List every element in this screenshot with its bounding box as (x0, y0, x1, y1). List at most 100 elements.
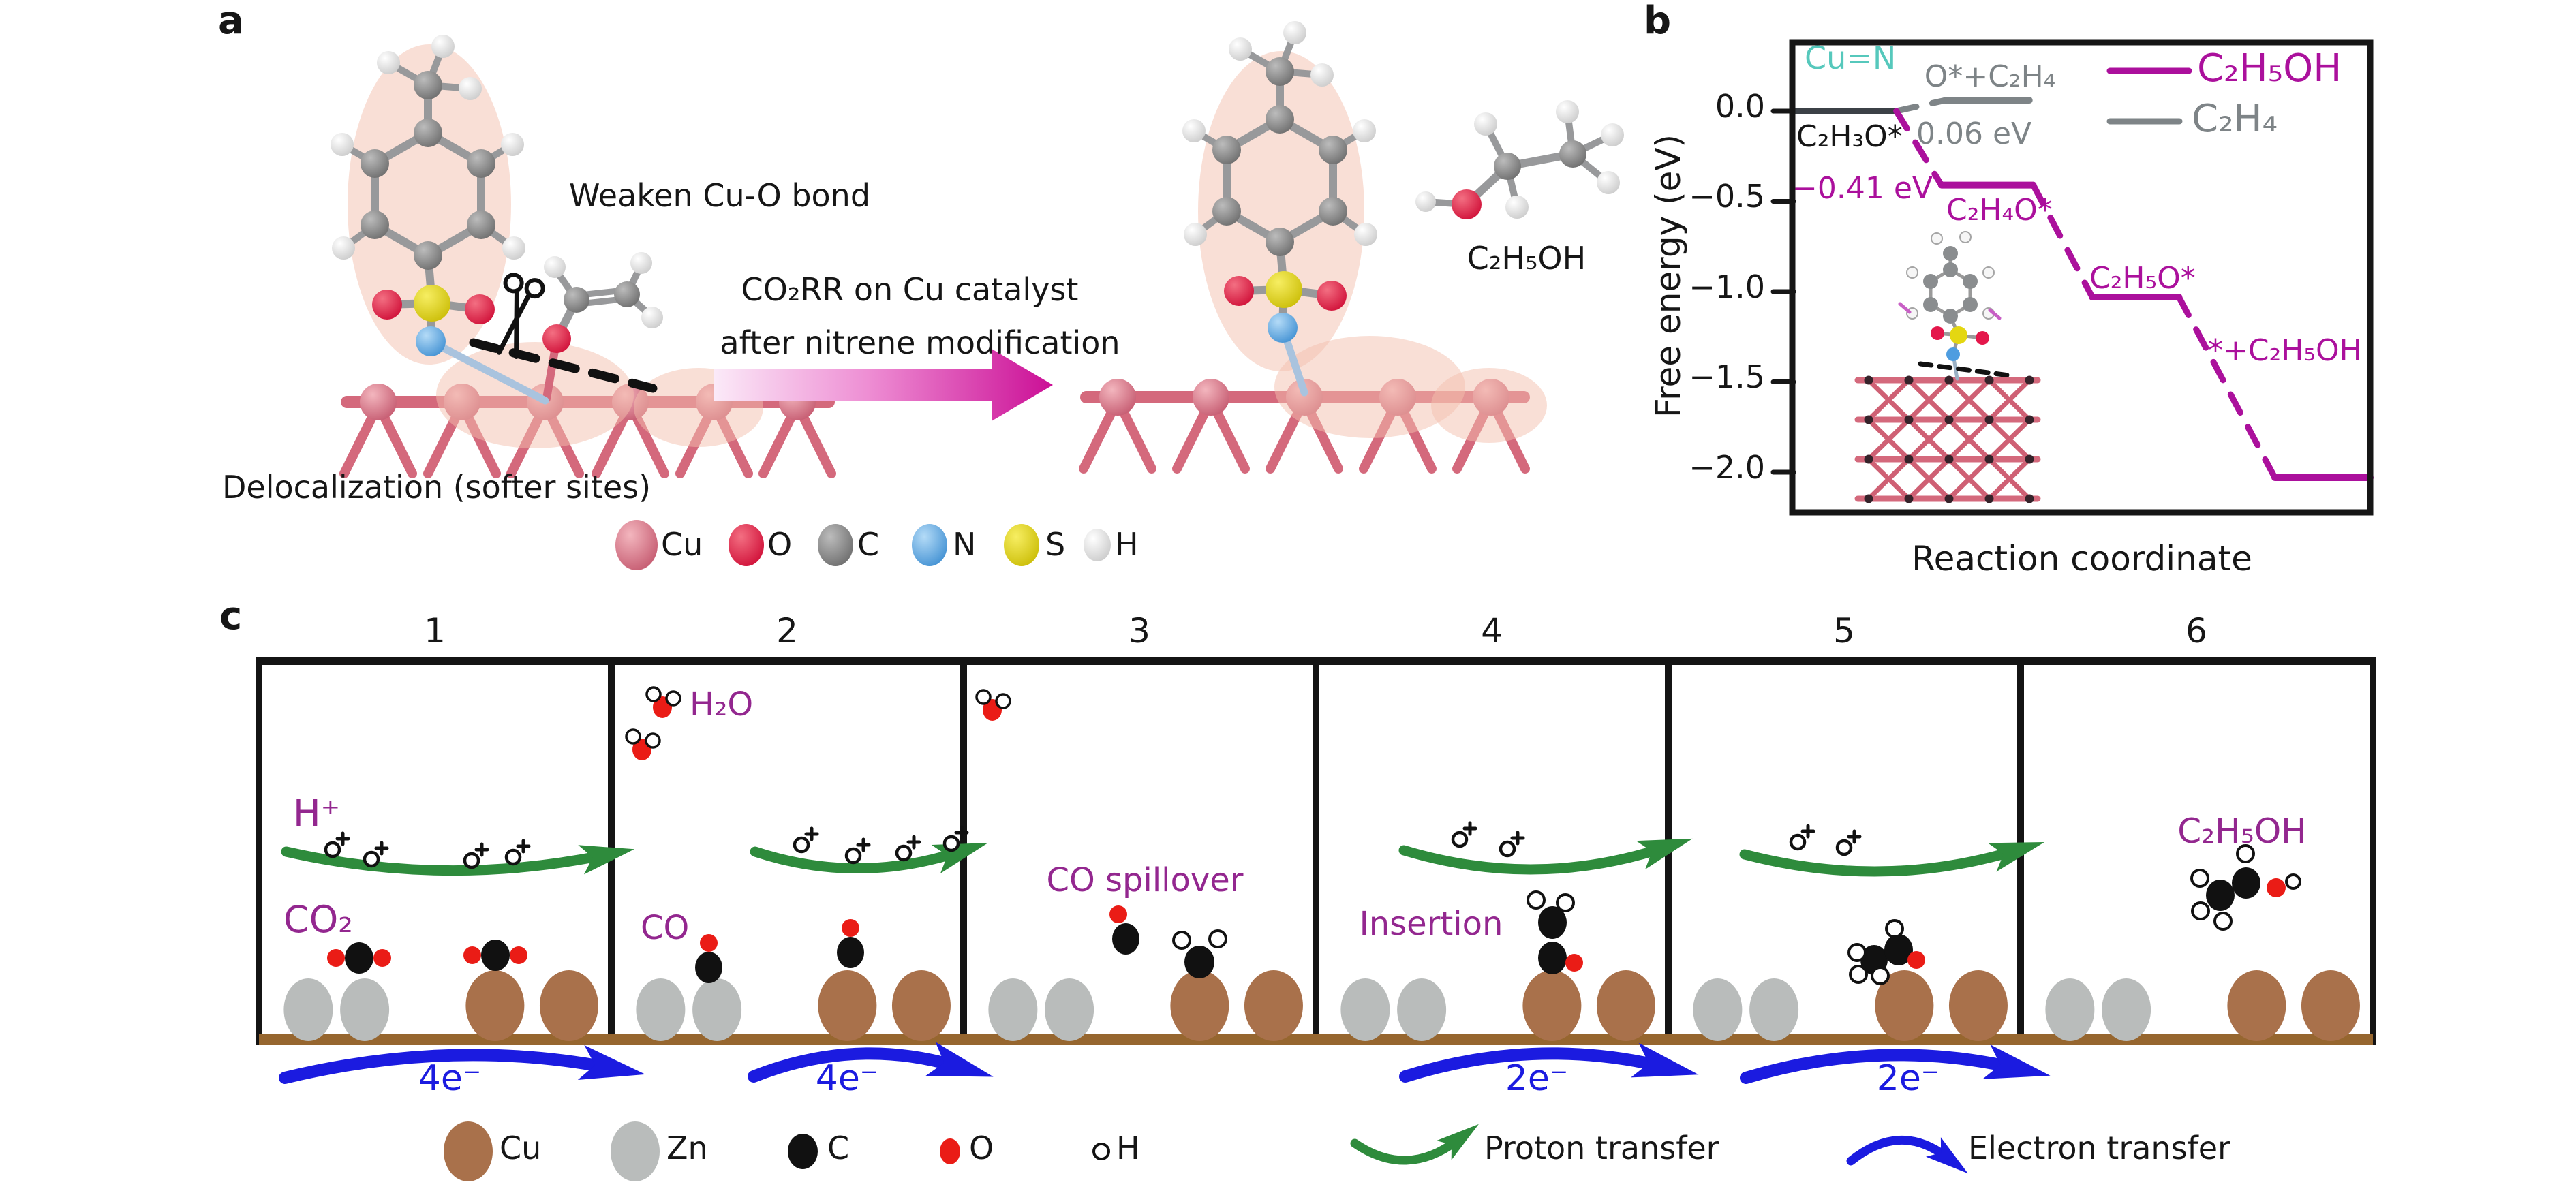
panel-a-illustration (331, 21, 1624, 570)
level-label-c2h4o: C₂H₄O* (1946, 193, 2053, 228)
proton-label: H⁺ (293, 792, 341, 835)
proton (942, 825, 969, 852)
electron-transfer-arrow-3 (1399, 1042, 1699, 1083)
catalyst-ground (259, 1034, 2373, 1045)
delocalization-text: Delocalization (softer sites) (222, 469, 651, 506)
co2-molecule (463, 940, 527, 971)
y-tick-2: −1.0 (1689, 268, 1765, 305)
electron-transfer-legend-arrow (1846, 1135, 1968, 1174)
cu-n-annotation: Cu=N (1805, 40, 1897, 76)
water-molecule (645, 686, 681, 718)
proton (1499, 831, 1525, 858)
energy-006: 0.06 eV (1916, 117, 2032, 151)
step-number-1: 1 (424, 611, 446, 651)
insertion-label: Insertion (1359, 905, 1503, 943)
plot-inset-molecule-on-slab (1854, 231, 2041, 503)
water-molecule (625, 728, 661, 760)
co-molecule (837, 919, 864, 968)
level-label-final: *+C₂H₅OH (2208, 333, 2362, 368)
proton-transfer-arrow-5 (1739, 842, 2044, 877)
y-tick-3: −1.5 (1689, 358, 1765, 395)
h2o-label: H₂O (690, 685, 754, 724)
insertion-species (1527, 890, 1583, 974)
legend-c-h: H (1116, 1130, 1140, 1166)
step-number-5: 5 (1833, 611, 1855, 651)
energy-041: −0.41 eV (1792, 171, 1933, 206)
legend-a-c: C (857, 526, 880, 563)
scissors-icon (496, 273, 545, 360)
ethanol-label-a: C₂H₅OH (1467, 240, 1586, 277)
x-axis-label: Reaction coordinate (1912, 539, 2252, 578)
electron-label-4: 2e⁻ (1876, 1058, 1940, 1099)
level-label-c2h5o: C₂H₅O* (2089, 261, 2196, 296)
y-tick-1: −0.5 (1689, 178, 1765, 215)
legend-c-c: C (827, 1130, 850, 1166)
electron-transfer-arrow-4 (1740, 1044, 2051, 1084)
electron-transfer-label: Electron transfer (1968, 1130, 2230, 1166)
proton-transfer-arrow-2 (750, 843, 988, 873)
adsorbed-c2-species (1847, 919, 1925, 985)
co-molecule (1109, 905, 1139, 955)
proton (463, 842, 489, 869)
atom-legend-a-balls (615, 520, 1111, 570)
level-label-c2h3o: C₂H₃O* (1796, 119, 1903, 154)
step-number-2: 2 (776, 611, 798, 651)
atom-legend-c-balls (444, 1121, 1110, 1181)
proton-transfer-legend-arrow (1350, 1124, 1479, 1165)
legend-a-h: H (1115, 526, 1139, 563)
proton (1789, 824, 1815, 851)
co-molecule (695, 934, 722, 983)
legend-b-ethanol: C₂H₅OH (2197, 46, 2342, 91)
electron-transfer-arrow-1 (279, 1044, 645, 1084)
proton (324, 831, 350, 858)
proton (504, 839, 531, 866)
nitrene-molecule-right (1182, 21, 1377, 397)
legend-b-ethylene: C₂H₄ (2192, 97, 2278, 141)
step-number-6: 6 (2186, 611, 2207, 651)
nitrene-molecule-left (331, 35, 549, 405)
proton-transfer-arrow-4 (1398, 838, 1693, 875)
step-number-3: 3 (1129, 611, 1150, 651)
proton (895, 835, 921, 862)
energy-levels (1790, 97, 2374, 481)
step-surface-3 (988, 970, 1303, 1041)
mechanism-panel (256, 657, 2376, 1181)
step-surface-5 (1693, 970, 2008, 1041)
panel-b-label: b (1644, 0, 1672, 43)
legend-a-cu: Cu (661, 526, 703, 563)
step-number-4: 4 (1481, 611, 1503, 651)
co-spillover-label: CO spillover (1046, 861, 1244, 899)
panel-c-label: c (219, 594, 243, 638)
legend-a-n: N (953, 526, 977, 563)
ethanol-molecule-c (2190, 844, 2301, 931)
legend-c-zn: Zn (666, 1130, 708, 1166)
proton-transfer-label: Proton transfer (1484, 1130, 1719, 1166)
ethoxy-group (542, 252, 663, 353)
legend-a-s: S (1045, 526, 1066, 563)
y-axis-label: Free energy (eV) (1649, 134, 1688, 418)
legend-c-cu: Cu (500, 1130, 542, 1166)
co-label: CO (641, 909, 690, 947)
ethanol-molecule-a (1415, 100, 1624, 219)
electron-label-1: 4e⁻ (418, 1058, 482, 1099)
arrow-caption-line2: after nitrene modification (720, 324, 1120, 361)
y-tick-0: 0.0 (1715, 88, 1765, 125)
reaction-arrow (714, 349, 1053, 421)
step-surface-4 (1340, 970, 1655, 1041)
electron-transfer-arrow-2 (748, 1042, 994, 1083)
proton (1451, 821, 1477, 848)
ethanol-label-c: C₂H₅OH (2177, 811, 2307, 851)
step-surface-6 (2045, 970, 2360, 1041)
free-energy-plot (1770, 39, 2374, 516)
step-surface-2 (636, 970, 951, 1041)
electron-label-3: 2e⁻ (1505, 1058, 1569, 1099)
legend-c-o: O (969, 1130, 994, 1166)
level-label-o-c2h4: O*+C₂H₄ (1924, 59, 2056, 94)
y-tick-4: −2.0 (1689, 449, 1765, 486)
proton (793, 826, 819, 854)
proton (844, 837, 871, 865)
co2-molecule (327, 942, 391, 974)
co2-label: CO₂ (283, 898, 353, 941)
